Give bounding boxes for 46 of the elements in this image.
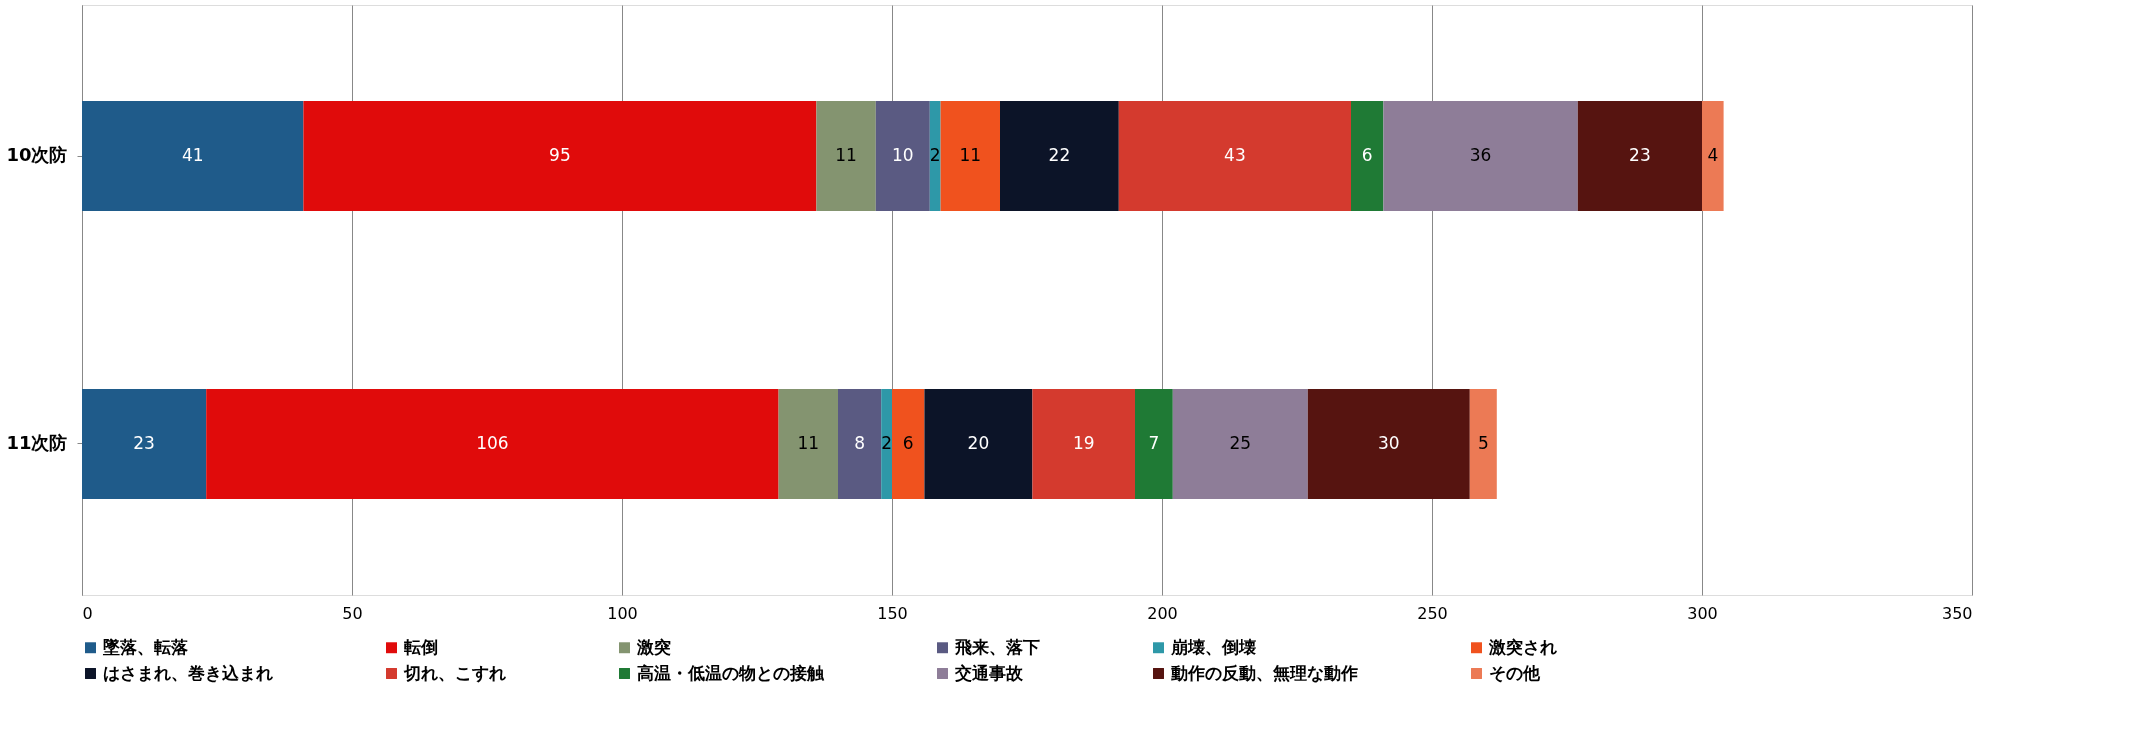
data-label: 7: [1148, 432, 1160, 453]
data-label: 20: [967, 432, 990, 453]
data-label: 4: [1707, 145, 1719, 166]
data-label: 95: [549, 145, 571, 166]
data-label: 41: [181, 145, 204, 166]
legend-label: 飛来、落下: [954, 636, 1040, 657]
legend-label: 崩壊、倒壊: [1170, 636, 1256, 657]
legend-label: 動作の反動、無理な動作: [1170, 662, 1358, 683]
data-label: 8: [854, 432, 866, 453]
data-label: 43: [1224, 145, 1246, 166]
data-label: 36: [1469, 145, 1492, 166]
x-tick-label: 200: [1147, 603, 1178, 623]
x-tick-label: 350: [1941, 603, 1973, 623]
x-tick-label: 0: [82, 603, 93, 623]
data-label: 23: [1629, 145, 1651, 166]
y-tick-label: 10次防: [6, 144, 68, 166]
legend-label: 交通事故: [954, 662, 1024, 683]
data-label: 10: [891, 145, 914, 166]
legend-label: 墜落、転落: [102, 636, 188, 657]
legend-label: 激突: [636, 636, 671, 657]
legend-label: 切れ、こすれ: [403, 662, 506, 683]
data-label: 5: [1477, 432, 1489, 453]
data-label: 11: [797, 432, 820, 453]
x-tick-label: 100: [607, 603, 638, 623]
data-label: 11: [835, 145, 857, 166]
legend-label: 激突され: [1488, 636, 1557, 657]
data-label: 25: [1229, 432, 1252, 453]
data-label: 11: [959, 145, 982, 166]
legend-label: 高温・低温の物との接触: [637, 662, 825, 683]
data-label: 19: [1072, 432, 1095, 453]
data-label: 106: [476, 432, 509, 453]
x-tick-label: 300: [1687, 603, 1718, 623]
data-label: 30: [1377, 432, 1400, 453]
data-label: 22: [1048, 145, 1071, 166]
x-tick-label: 50: [342, 603, 363, 623]
data-label: 23: [133, 432, 155, 453]
data-label: 2: [881, 432, 893, 453]
data-label: 2: [929, 145, 941, 166]
x-tick-label: 150: [877, 603, 908, 623]
legend-label: 転倒: [403, 636, 438, 657]
legend-label: その他: [1489, 662, 1541, 683]
x-tick-label: 250: [1417, 603, 1448, 623]
y-tick-label: 11次防: [6, 431, 68, 453]
legend-label: はさまれ、巻き込まれ: [103, 662, 273, 683]
data-label: 6: [1361, 145, 1373, 166]
data-label: 6: [902, 432, 914, 453]
